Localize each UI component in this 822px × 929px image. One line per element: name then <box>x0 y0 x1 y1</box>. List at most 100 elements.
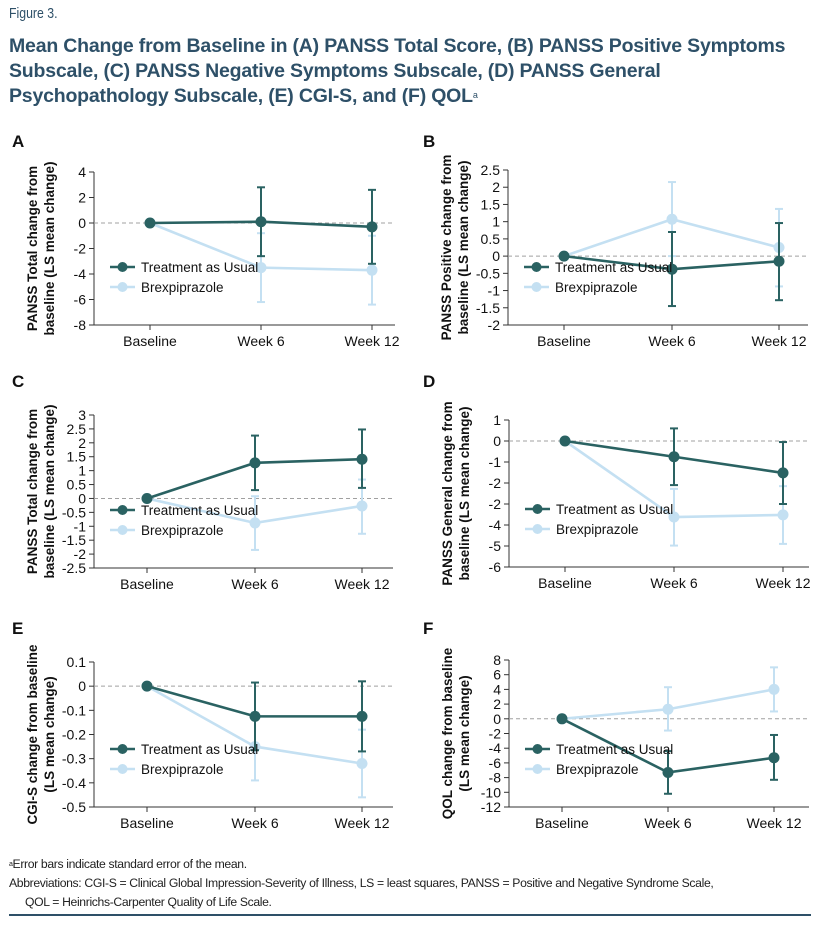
y-axis-label-line1: PANSS Total change from <box>25 409 40 574</box>
data-point <box>356 710 368 722</box>
y-tick-label: -1 <box>489 454 502 470</box>
x-tick-label: Baseline <box>120 815 174 831</box>
x-tick-label: Week 6 <box>237 333 284 349</box>
y-axis-label: CGI-S change from baseline (LS mean chang… <box>25 644 57 825</box>
x-tick-label: Week 12 <box>752 333 807 349</box>
y-axis-label-line2: baseline (LS mean change) <box>456 160 471 334</box>
series-treatment-as-usual <box>141 428 368 504</box>
legend-swatch-marker <box>117 505 128 515</box>
data-point <box>777 467 789 479</box>
legend-label: Brexpiprazole <box>556 762 639 777</box>
data-point <box>366 264 378 276</box>
y-axis-label-line1: QOL change from baseline <box>440 647 455 819</box>
legend-label: Treatment as Usual <box>141 260 258 275</box>
y-tick-label: -0.5 <box>476 265 500 281</box>
y-tick-label: 0 <box>493 711 501 727</box>
panel-letter: D <box>423 372 435 391</box>
y-tick-label: -0.2 <box>62 727 86 743</box>
y-tick-label: 2 <box>493 696 501 712</box>
legend-entry-treatment-as-usual: Treatment as Usual <box>110 742 258 757</box>
y-tick-label: -0.4 <box>62 775 86 791</box>
chart-panel-c: C PANSS Total change from baseline (LS mea… <box>0 365 411 600</box>
y-axis-label-line2: baseline (LS mean change) <box>42 404 57 578</box>
series-treatment-as-usual <box>559 427 789 505</box>
series-treatment-as-usual <box>144 186 378 265</box>
y-tick-label: 0 <box>78 490 86 506</box>
x-tick-label: Week 6 <box>231 576 278 592</box>
y-tick-label: -1 <box>74 518 87 534</box>
y-tick-label: -0.1 <box>62 702 86 718</box>
figure-label: Figure 3. <box>9 5 58 22</box>
y-tick-label: -2 <box>74 241 87 257</box>
legend-swatch-marker <box>117 744 128 754</box>
chart-panel-b: B PANSS Positive change from baseline (LS … <box>411 125 822 355</box>
bottom-divider <box>9 914 811 916</box>
footnote-error-bars: aError bars indicate standard error of t… <box>9 855 814 874</box>
y-tick-label: -6 <box>489 755 502 771</box>
y-axis-label-line2: baseline (LS mean change) <box>457 406 472 580</box>
data-point <box>666 213 678 225</box>
x-tick-label: Baseline <box>537 333 591 349</box>
data-point <box>668 451 680 463</box>
x-tick-label: Week 12 <box>747 815 802 831</box>
chart-panel-a: A PANSS Total change from baseline (LS mea… <box>0 125 411 355</box>
y-axis-label-line1: PANSS General change from <box>440 401 455 585</box>
y-tick-label: 0 <box>78 678 86 694</box>
data-point <box>768 752 780 764</box>
footnote-abbreviations-line1: Abbreviations: CGI-S = Clinical Global I… <box>9 876 714 890</box>
series-treatment-as-usual <box>141 680 368 753</box>
y-tick-label: 2.5 <box>481 162 501 178</box>
legend-entry-treatment-as-usual: Treatment as Usual <box>525 502 673 517</box>
y-axis-label: QOL change from baseline (LS mean change) <box>440 647 472 819</box>
data-point <box>777 509 789 521</box>
data-point <box>141 680 153 692</box>
legend-label: Treatment as Usual <box>556 742 673 757</box>
y-tick-label: -2 <box>488 317 501 333</box>
y-tick-label: -4 <box>74 266 87 282</box>
y-tick-label: -6 <box>489 559 502 575</box>
legend-label: Brexpiprazole <box>555 280 638 295</box>
y-tick-label: -2.5 <box>62 560 86 576</box>
series-brexpiprazole <box>559 435 789 547</box>
y-axis-label: PANSS Positive change from baseline (LS m… <box>439 155 471 341</box>
y-axis-label-line2: baseline (LS mean change) <box>42 161 57 335</box>
y-axis-label-line1: CGI-S change from baseline <box>25 644 40 825</box>
y-tick-label: 6 <box>493 667 501 683</box>
x-tick-label: Week 6 <box>644 815 691 831</box>
chart-svg-f: F QOL change from baseline (LS mean change… <box>423 619 809 831</box>
y-tick-label: 2 <box>78 435 86 451</box>
y-tick-label: -1.5 <box>476 300 500 316</box>
y-axis-label: PANSS Total change from baseline (LS mean… <box>25 161 57 335</box>
footnote-note-text: Error bars indicate standard error of th… <box>12 857 248 871</box>
x-tick-label: Week 6 <box>650 575 697 591</box>
data-point <box>249 517 261 529</box>
panel-letter: E <box>12 619 23 638</box>
legend-entry-brexpiprazole: Brexpiprazole <box>110 280 224 295</box>
chart-svg-c: C PANSS Total change from baseline (LS mea… <box>12 372 393 592</box>
legend: Treatment as Usual Brexpiprazole <box>525 502 673 537</box>
legend-swatch-marker <box>531 262 542 272</box>
data-point <box>255 216 267 228</box>
y-tick-label: 0.5 <box>67 477 87 493</box>
legend-label: Brexpiprazole <box>141 523 224 538</box>
legend-label: Brexpiprazole <box>141 280 224 295</box>
legend-swatch-marker <box>117 282 128 292</box>
data-point <box>662 766 674 778</box>
figure-title-text: Mean Change from Baseline in (A) PANSS T… <box>9 35 786 107</box>
panel-letter: F <box>423 619 433 638</box>
data-point <box>356 453 368 465</box>
legend-entry-treatment-as-usual: Treatment as Usual <box>524 260 672 275</box>
y-tick-label: 2 <box>78 190 86 206</box>
panel-letter: C <box>12 372 24 391</box>
legend-entry-treatment-as-usual: Treatment as Usual <box>110 260 258 275</box>
y-tick-label: 1 <box>78 463 86 479</box>
y-tick-label: 8 <box>493 652 501 668</box>
chart-panel-e: E CGI-S change from baseline (LS mean chan… <box>0 612 411 847</box>
footnote-marker: a <box>9 861 13 868</box>
figure-title: Mean Change from Baseline in (A) PANSS T… <box>9 34 809 109</box>
y-tick-label: 2 <box>492 179 500 195</box>
panel-letter: A <box>12 132 24 151</box>
legend-label: Treatment as Usual <box>141 503 258 518</box>
data-point <box>559 435 571 447</box>
data-point <box>666 263 678 275</box>
